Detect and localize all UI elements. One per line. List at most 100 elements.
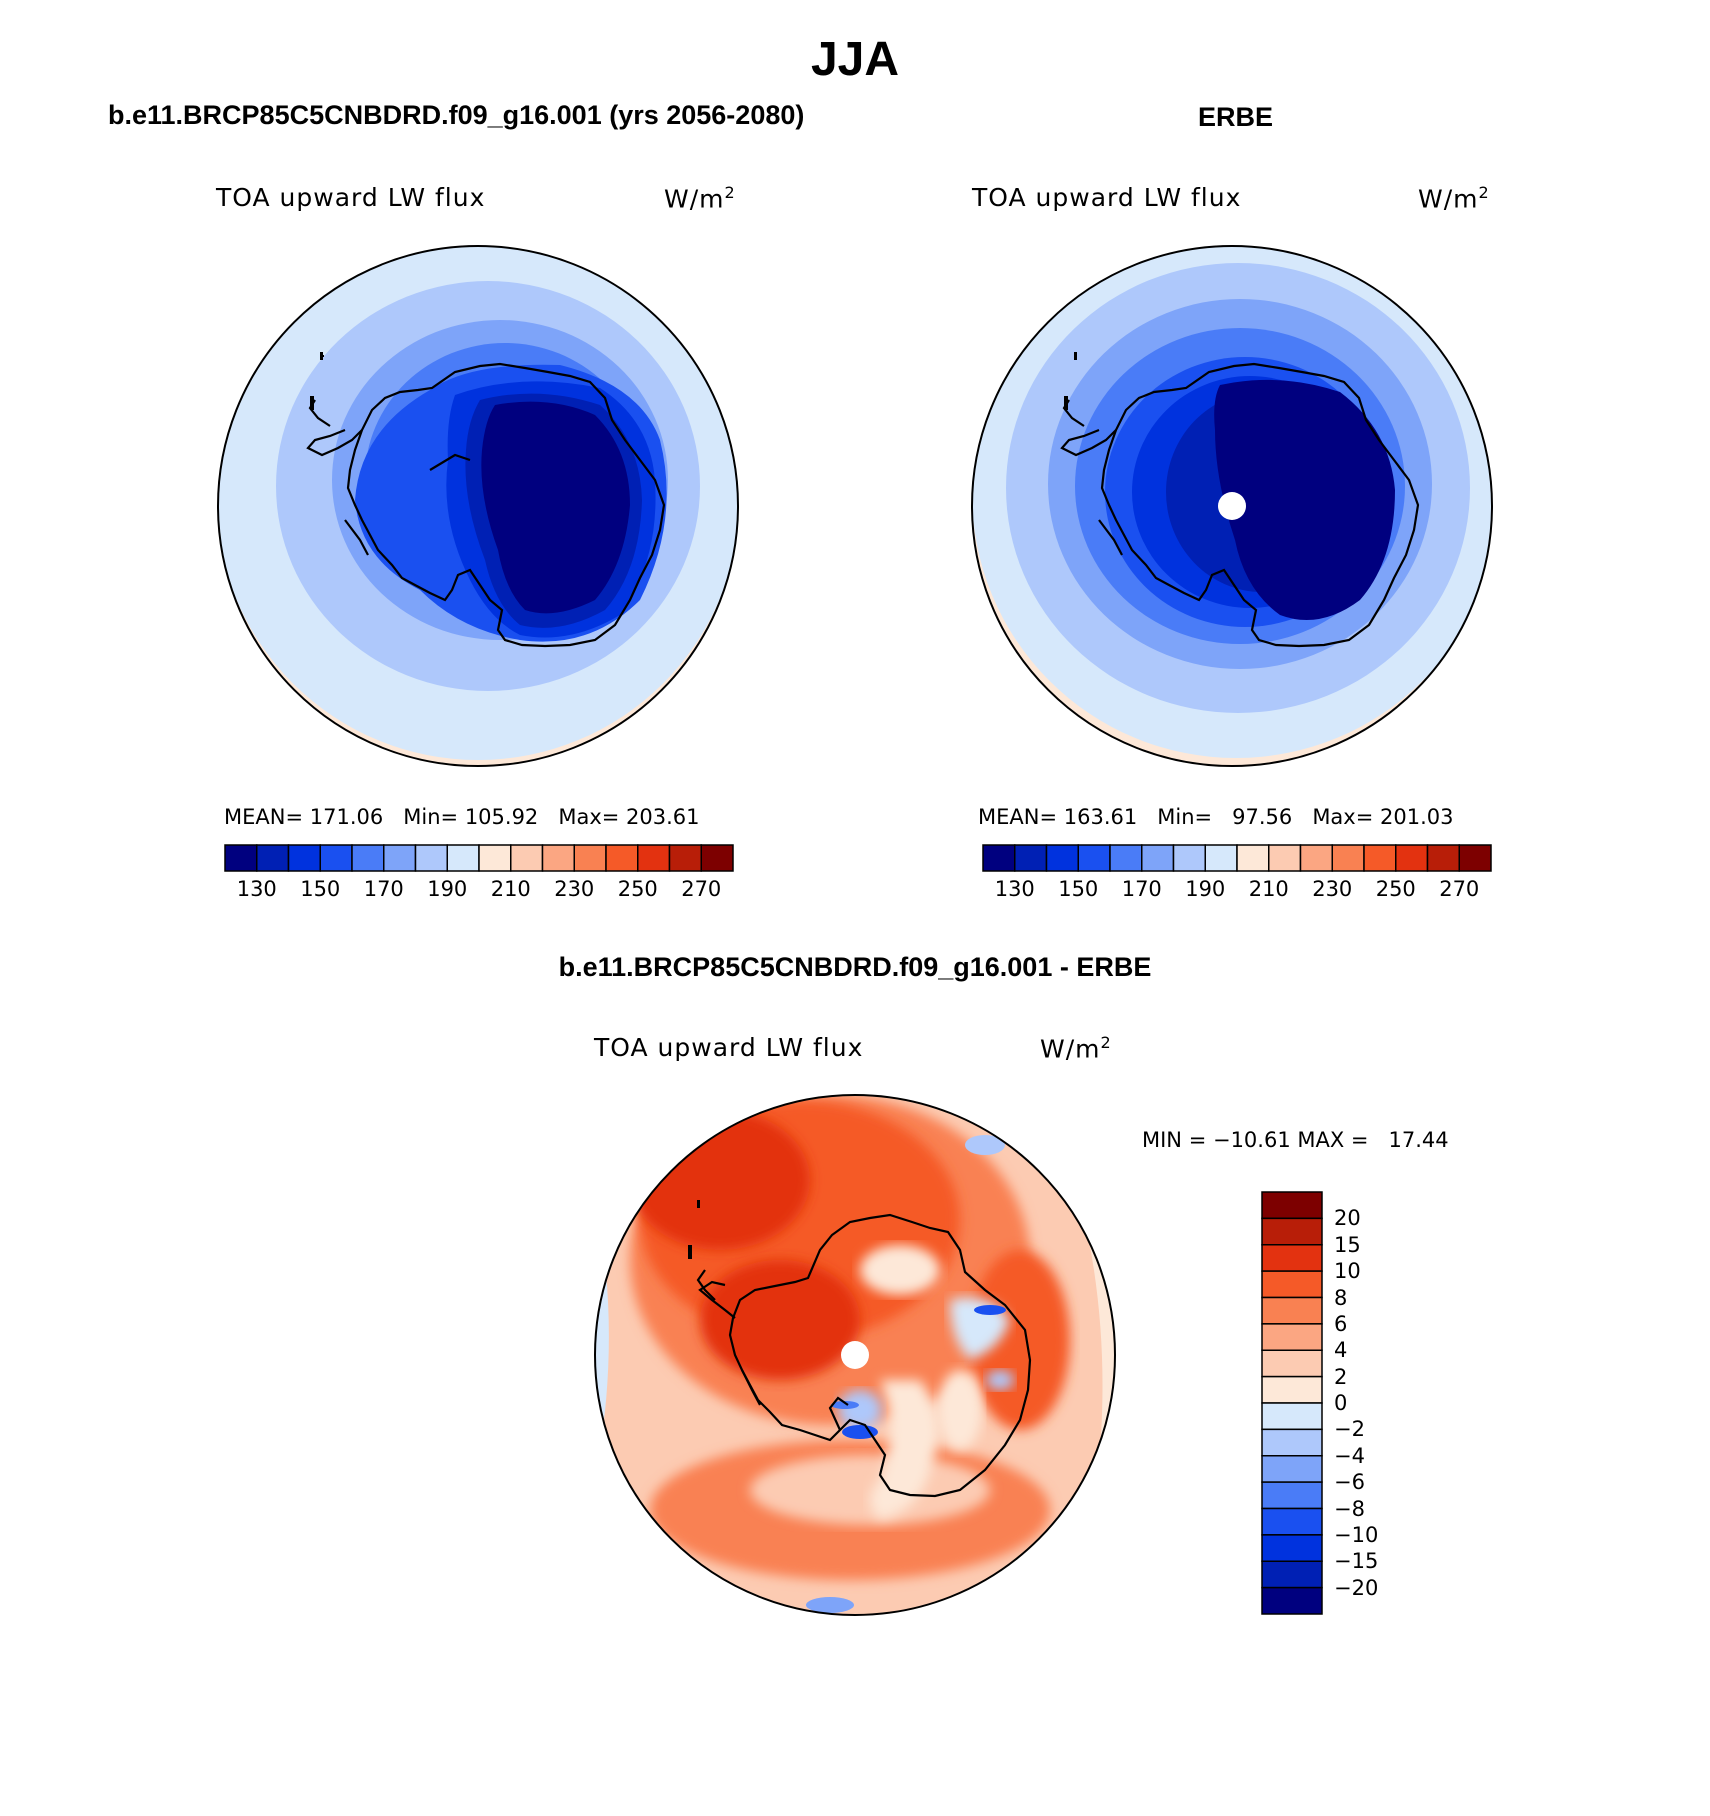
left-colorbar-swatch [414, 844, 448, 872]
left-colorbar-swatch [383, 844, 417, 872]
diff-colorbar-swatch [1261, 1349, 1323, 1378]
diff-variable-label: TOA upward LW flux [594, 1033, 864, 1062]
right-colorbar-swatch [1426, 844, 1460, 872]
left-colorbar-swatch [224, 844, 258, 872]
diff-colorbar-swatch [1261, 1375, 1323, 1404]
right-colorbar-swatch [1268, 844, 1302, 872]
diff-colorbar-tick-label: 6 [1334, 1311, 1348, 1336]
right-min-value: 97.56 [1232, 805, 1293, 829]
right-colorbar-swatch [1045, 844, 1079, 872]
diff-colorbar-tick-label: 0 [1334, 1391, 1348, 1415]
right-colorbar-tick-label: 230 [1312, 877, 1353, 901]
diff-units-label: W/m2 [1040, 1033, 1112, 1064]
right-colorbar-tick-label: 270 [1439, 877, 1480, 901]
left-variable-label: TOA upward LW flux [216, 183, 486, 212]
left-map-border [217, 245, 739, 767]
left-panel-header: b.e11.BRCP85C5CNBDRD.f09_g16.001 (yrs 20… [108, 100, 805, 130]
diff-colorbar-tick-label: −2 [1334, 1417, 1365, 1442]
right-colorbar-tick-label: 130 [994, 877, 1035, 901]
right-colorbar-swatch [1141, 844, 1175, 872]
diff-colorbar-swatch [1261, 1481, 1323, 1510]
left-colorbar-swatch [573, 844, 607, 872]
diff-colorbar-swatch [1261, 1534, 1323, 1562]
left-colorbar-tick-label: 150 [300, 877, 341, 901]
right-colorbar-swatch [1363, 844, 1397, 872]
left-colorbar-swatch [541, 844, 575, 872]
right-colorbar-swatch [1331, 844, 1365, 872]
left-colorbar-tick-label: 210 [490, 877, 531, 901]
diff-colorbar-swatch [1261, 1323, 1323, 1351]
diff-colorbar-swatch [1261, 1507, 1323, 1536]
diff-colorbar-swatch [1261, 1428, 1323, 1457]
left-colorbar-swatch [319, 844, 353, 872]
right-colorbar-tick-label: 170 [1121, 877, 1162, 901]
diff-colorbar-tick-label: −10 [1334, 1522, 1379, 1547]
diff-colorbar-swatch [1261, 1455, 1323, 1483]
left-colorbar [224, 844, 734, 872]
left-colorbar-tick-label: 270 [681, 877, 722, 901]
right-colorbar-swatch [1014, 844, 1048, 872]
right-mean-value: 163.61 [1063, 805, 1138, 829]
diff-colorbar-swatch [1261, 1244, 1323, 1272]
right-panel-header: ERBE [1198, 102, 1274, 132]
left-mean-value: 171.06 [309, 805, 384, 829]
left-stats: MEAN= 171.06 Min= 105.92 Max= 203.61 [224, 805, 700, 829]
diff-colorbar-tick-label: 10 [1334, 1259, 1361, 1284]
left-colorbar-tick-label: 250 [617, 877, 658, 901]
left-units-label: W/m2 [664, 183, 736, 214]
diff-colorbar-swatch [1261, 1217, 1323, 1246]
left-colorbar-tick-label: 190 [427, 877, 468, 901]
left-colorbar-swatch [478, 844, 512, 872]
diff-colorbar-swatch [1261, 1402, 1323, 1431]
right-colorbar-tick-label: 250 [1375, 877, 1416, 901]
right-colorbar-swatch [982, 844, 1016, 872]
diff-map-border [594, 1094, 1116, 1616]
diff-panel-header: b.e11.BRCP85C5CNBDRD.f09_g16.001 - ERBE [558, 952, 1152, 982]
right-pole-hole [1218, 492, 1246, 520]
diff-polar-map [595, 1095, 1115, 1615]
diff-colorbar-tick-label: −8 [1334, 1496, 1365, 1521]
diff-pole-hole [841, 1341, 869, 1369]
right-colorbar-swatch [1458, 844, 1492, 872]
diff-colorbar [1261, 1191, 1323, 1615]
right-units-label: W/m2 [1418, 183, 1490, 214]
right-colorbar-swatch [1172, 844, 1206, 872]
diff-colorbar-tick-label: 4 [1334, 1338, 1348, 1363]
right-coastline [1060, 362, 1420, 648]
right-colorbar-tick-label: 190 [1185, 877, 1226, 901]
diff-colorbar-tick-label: 8 [1334, 1285, 1348, 1310]
left-colorbar-tick-label: 130 [236, 877, 277, 901]
diff-minmax: MIN = −10.61 MAX = 17.44 [1142, 1128, 1449, 1152]
right-colorbar-tick-label: 210 [1248, 877, 1289, 901]
diff-colorbar-swatch [1261, 1586, 1323, 1615]
diff-colorbar-tick-label: 2 [1334, 1364, 1348, 1389]
diff-colorbar-tick-label: −6 [1334, 1470, 1365, 1495]
left-max-value: 203.61 [626, 805, 700, 829]
left-colorbar-swatch [668, 844, 702, 872]
right-stats: MEAN= 163.61 Min= 97.56 Max= 201.03 [978, 805, 1454, 829]
diff-colorbar-tick-label: 20 [1334, 1206, 1361, 1231]
right-colorbar-tick-label: 150 [1058, 877, 1099, 901]
left-polar-map [218, 246, 738, 766]
diff-colorbar-swatch [1261, 1191, 1323, 1220]
right-colorbar-swatch [1236, 844, 1270, 872]
left-colorbar-swatch [446, 844, 480, 872]
diff-colorbar-tick-label: −4 [1334, 1443, 1365, 1468]
diff-colorbar-swatch [1261, 1296, 1323, 1325]
left-colorbar-swatch [351, 844, 385, 872]
right-colorbar-swatch [1299, 844, 1333, 872]
diff-colorbar-tick-label: 15 [1334, 1232, 1361, 1257]
diff-colorbar-tick-label: −20 [1334, 1575, 1379, 1600]
right-colorbar-swatch [1077, 844, 1111, 872]
left-colorbar-swatch [510, 844, 544, 872]
left-colorbar-swatch [700, 844, 734, 872]
diff-colorbar-swatch [1261, 1270, 1323, 1299]
diff-colorbar-swatch [1261, 1560, 1323, 1589]
left-colorbar-tick-label: 230 [554, 877, 595, 901]
figure-title: JJA [810, 33, 900, 86]
right-colorbar-swatch [1109, 844, 1143, 872]
left-colorbar-swatch [287, 844, 321, 872]
left-colorbar-swatch [637, 844, 671, 872]
right-colorbar-swatch [1204, 844, 1238, 872]
